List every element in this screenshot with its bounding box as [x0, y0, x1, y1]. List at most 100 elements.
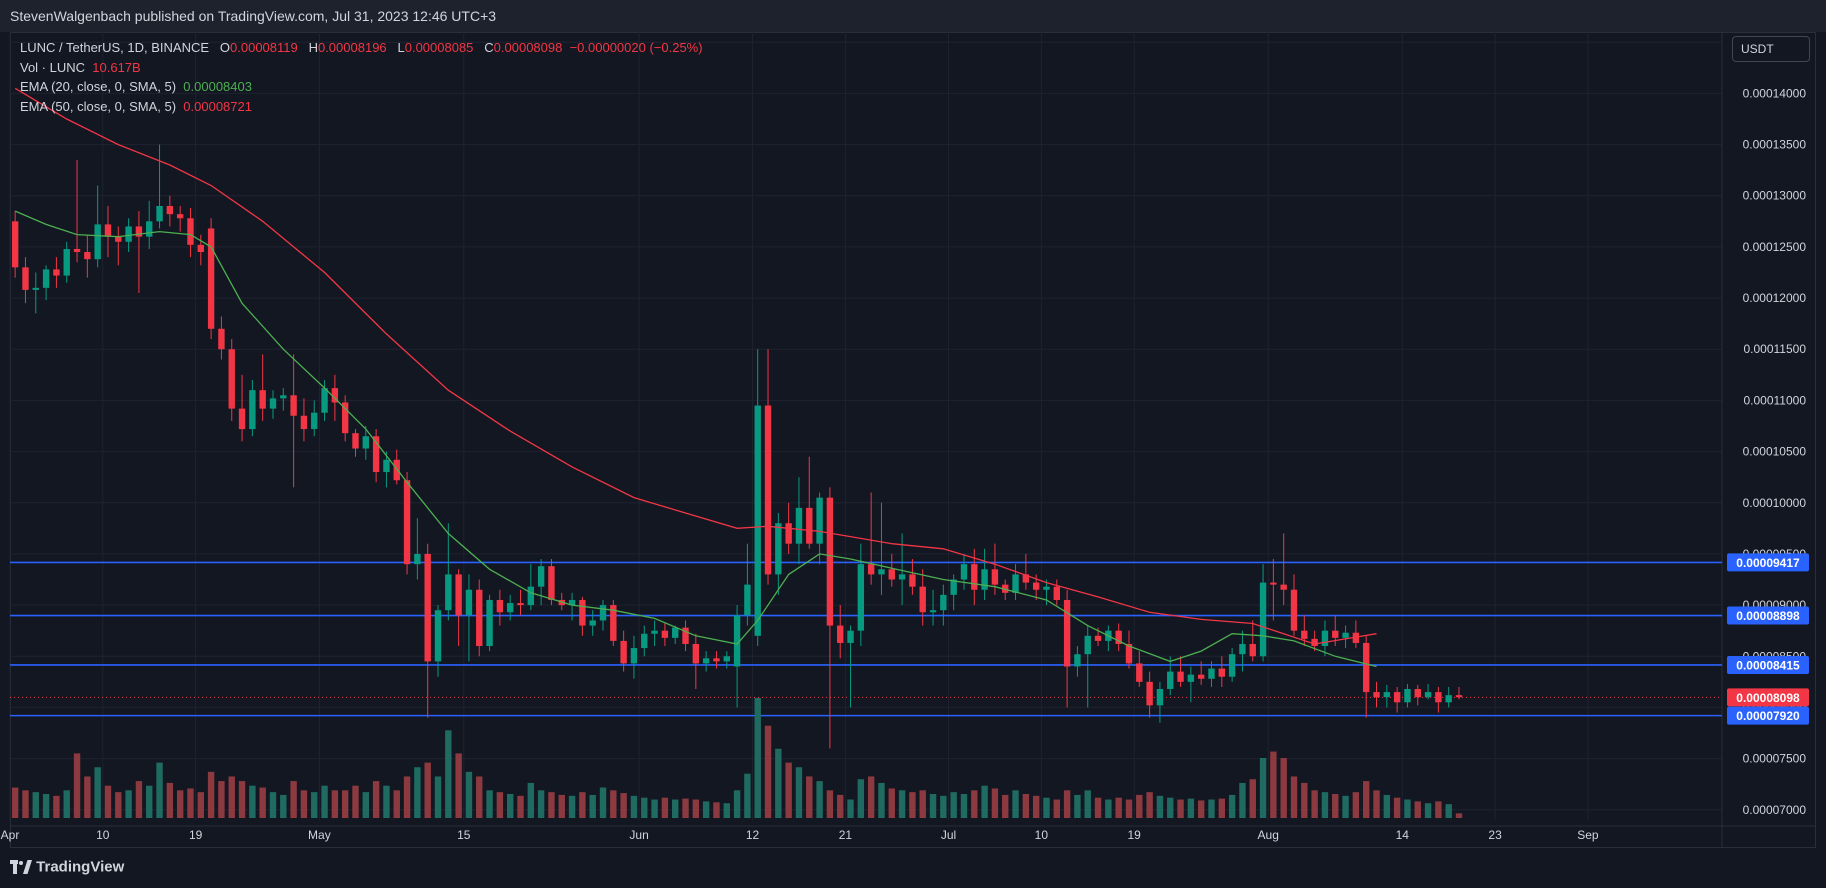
candle-body: [826, 497, 834, 626]
candle-body: [341, 402, 349, 434]
volume-bar: [1074, 794, 1081, 818]
candle-body: [94, 224, 101, 260]
volume-bar: [950, 792, 957, 818]
volume-bar: [1445, 804, 1452, 818]
volume-bar: [1105, 799, 1112, 818]
candle-body: [1352, 632, 1360, 643]
candle-body: [1115, 630, 1122, 644]
candle-body: [1362, 642, 1370, 693]
candle-body: [1063, 599, 1071, 667]
volume-bar: [403, 776, 411, 818]
candle-body: [537, 566, 545, 587]
volume-bar: [290, 781, 297, 818]
legend-ema20-row[interactable]: EMA (20, close, 0, SMA, 5) 0.00008403: [20, 77, 703, 97]
ema20-label: EMA (20, close, 0, SMA, 5): [20, 79, 177, 94]
legend-ema50-row[interactable]: EMA (50, close, 0, SMA, 5) 0.00008721: [20, 97, 703, 117]
volume-bar: [352, 785, 359, 818]
candle-body: [857, 564, 865, 631]
currency-button[interactable]: USDT: [1732, 36, 1810, 62]
legend-symbol-row[interactable]: LUNC / TetherUS, 1D, BINANCE O0.00008119…: [20, 38, 703, 58]
candle-body: [764, 405, 772, 575]
time-axis[interactable]: Apr 10 19 May 15 Jun 12 21 Jul 10 19 Aug 14 23 Sep: [1, 828, 1599, 842]
candle-body: [723, 656, 730, 662]
candle-body: [1125, 643, 1133, 664]
volume-bar: [806, 776, 813, 818]
volume-bar: [661, 797, 669, 818]
volume-bar: [53, 795, 60, 818]
candle-body: [568, 599, 576, 606]
ema20-value: 0.00008403: [183, 79, 252, 94]
volume-bar: [991, 788, 999, 818]
candle-body: [1342, 632, 1349, 638]
symbol-name[interactable]: LUNC / TetherUS, 1D, BINANCE: [20, 40, 210, 55]
candle-body: [496, 599, 504, 613]
level-price-tag-bg: [1727, 553, 1809, 572]
price-axis[interactable]: 0.000070000.000075000.000080000.00008500…: [1743, 35, 1807, 817]
candle-body: [1404, 689, 1411, 703]
candle-body: [785, 523, 792, 544]
candle-body: [1208, 668, 1215, 679]
volume-label: Vol · LUNC: [20, 59, 86, 75]
volume-bar: [599, 787, 607, 818]
low-value: 0.00008085: [404, 40, 474, 55]
volume-bar: [1146, 792, 1153, 818]
volume-bar: [496, 792, 504, 818]
volume-bar: [1249, 779, 1256, 818]
volume-bar: [878, 782, 885, 818]
candle-body: [115, 236, 122, 242]
candle-body: [1136, 663, 1143, 682]
candle-body: [63, 248, 70, 276]
volume-bar: [888, 788, 895, 818]
candle-body: [898, 574, 906, 580]
legend-volume-row[interactable]: Vol · LUNC 10.617B: [20, 58, 703, 78]
volume-bar: [300, 790, 308, 818]
volume-bar: [1301, 782, 1308, 818]
price-tick-label: 0.00010500: [1743, 445, 1807, 459]
candle-body: [1445, 695, 1452, 703]
volume-bar: [104, 785, 112, 818]
time-tick-label: 21: [839, 828, 853, 842]
candle-body: [1249, 643, 1256, 657]
high-label: H: [308, 40, 318, 55]
level-price-tag: 0.00007920: [1736, 709, 1800, 723]
candle-body: [290, 395, 297, 416]
tradingview-logo[interactable]: TradingView: [10, 858, 124, 876]
volume-bar: [754, 698, 761, 818]
candle-body: [1053, 586, 1060, 600]
volume-bar: [1455, 813, 1463, 818]
candle-body: [548, 566, 555, 600]
volume-bar: [764, 725, 772, 818]
candle-body: [702, 658, 710, 664]
volume-bar: [692, 799, 700, 818]
time-tick-label: 14: [1396, 828, 1410, 842]
volume-bar: [1259, 758, 1267, 818]
candle-body: [1311, 638, 1318, 647]
candle-body: [228, 349, 235, 409]
volume-bar: [898, 790, 906, 818]
volume-bar: [146, 785, 153, 818]
candle-body: [104, 224, 112, 237]
candle-body: [1290, 589, 1298, 631]
volume-bar: [1393, 797, 1401, 818]
candle-body: [311, 412, 318, 430]
volume-bar: [775, 748, 782, 818]
volume-bar: [42, 794, 50, 818]
volume-bar: [548, 792, 555, 818]
candle-body: [610, 605, 617, 641]
candle-body: [754, 405, 761, 636]
volume-bar: [1063, 790, 1071, 818]
volume-bar: [1094, 797, 1102, 818]
candle-body: [971, 564, 978, 590]
candle-body: [1177, 671, 1184, 682]
candle-body: [11, 221, 19, 268]
candle-body: [950, 579, 957, 595]
candle-body: [847, 630, 854, 643]
price-tick-label: 0.00014000: [1743, 86, 1807, 100]
time-tick-label: 12: [746, 828, 760, 842]
candle-body: [1043, 586, 1050, 590]
volume-bar: [187, 788, 194, 818]
volume-bar: [1280, 758, 1287, 818]
candle-body: [806, 507, 813, 544]
candle-body: [692, 643, 700, 664]
